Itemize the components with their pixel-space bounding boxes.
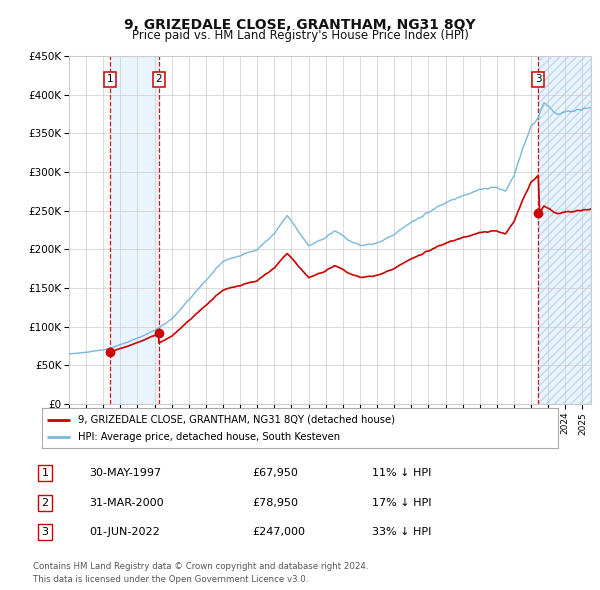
Text: 30-MAY-1997: 30-MAY-1997 [89,468,161,478]
Bar [110,56,159,404]
Bar [538,56,591,404]
Text: 11% ↓ HPI: 11% ↓ HPI [372,468,431,478]
Bar [538,56,591,404]
Text: This data is licensed under the Open Government Licence v3.0.: This data is licensed under the Open Gov… [33,575,308,584]
Text: £247,000: £247,000 [252,527,305,537]
Text: 9, GRIZEDALE CLOSE, GRANTHAM, NG31 8QY: 9, GRIZEDALE CLOSE, GRANTHAM, NG31 8QY [124,18,476,32]
Text: HPI: Average price, detached house, South Kesteven: HPI: Average price, detached house, Sout… [78,432,340,442]
Text: 1: 1 [107,74,113,84]
Text: 2: 2 [41,498,49,507]
Text: 17% ↓ HPI: 17% ↓ HPI [372,498,431,507]
Text: 33% ↓ HPI: 33% ↓ HPI [372,527,431,537]
Text: Price paid vs. HM Land Registry's House Price Index (HPI): Price paid vs. HM Land Registry's House … [131,30,469,42]
Text: 01-JUN-2022: 01-JUN-2022 [89,527,160,537]
Text: 9, GRIZEDALE CLOSE, GRANTHAM, NG31 8QY (detached house): 9, GRIZEDALE CLOSE, GRANTHAM, NG31 8QY (… [78,415,395,425]
Text: 2: 2 [155,74,162,84]
Text: 3: 3 [41,527,49,537]
Text: 3: 3 [535,74,542,84]
Text: £67,950: £67,950 [252,468,298,478]
Text: Contains HM Land Registry data © Crown copyright and database right 2024.: Contains HM Land Registry data © Crown c… [33,562,368,571]
Text: 1: 1 [41,468,49,478]
Text: 31-MAR-2000: 31-MAR-2000 [89,498,163,507]
Text: £78,950: £78,950 [252,498,298,507]
